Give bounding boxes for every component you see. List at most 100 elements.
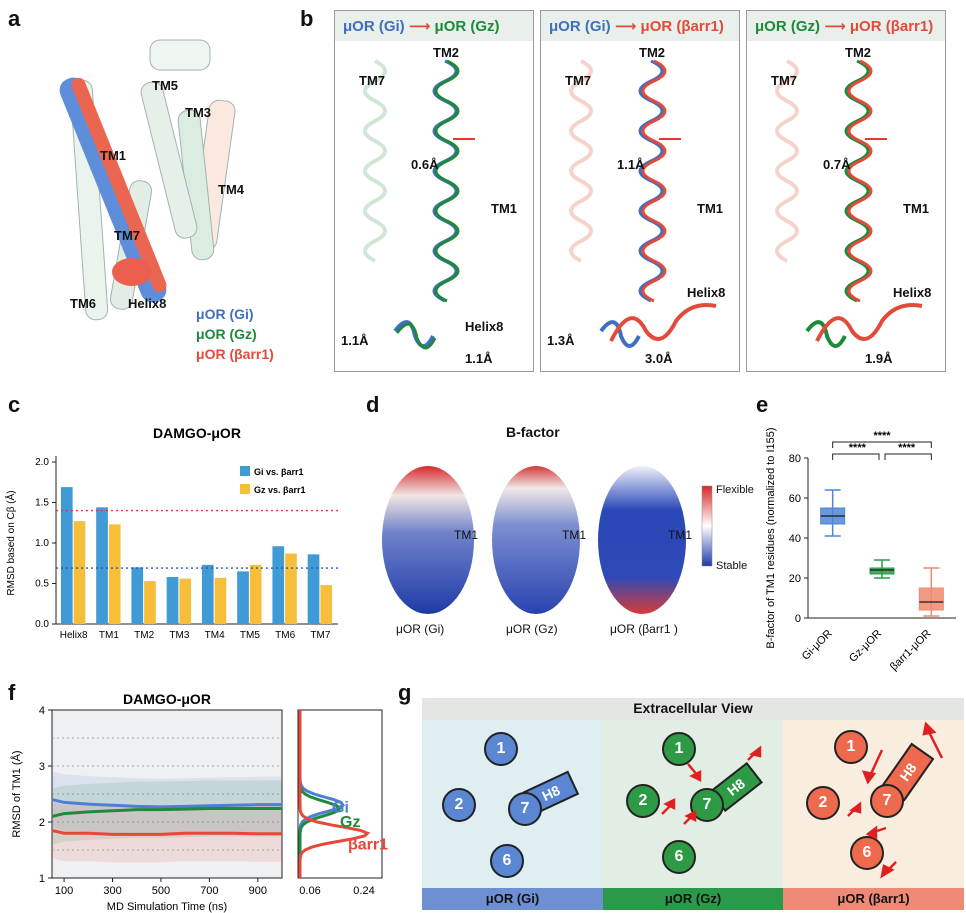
y-tick-label: 3 bbox=[39, 761, 45, 773]
g-footer-gi: μOR (Gi) bbox=[485, 891, 540, 906]
bar-0 bbox=[237, 571, 249, 624]
label-tm2: TM2 bbox=[433, 45, 459, 60]
series-line-0 bbox=[51, 798, 282, 809]
g-title: Extracellular View bbox=[633, 700, 753, 716]
arrow-icon: ⟶ bbox=[614, 18, 641, 35]
label-tm6: TM6 bbox=[70, 296, 96, 311]
y-tick-label: 60 bbox=[789, 493, 801, 505]
panel-b-header bbox=[335, 11, 533, 41]
y-tick-label: 0 bbox=[795, 613, 801, 625]
x-tick-label: 500 bbox=[152, 885, 170, 897]
helix-1-barr1: 1 bbox=[834, 730, 868, 764]
panel-b-header bbox=[541, 11, 739, 41]
panel-label-b: b bbox=[300, 6, 314, 31]
series-band-0 bbox=[52, 771, 282, 835]
bar-0 bbox=[131, 567, 144, 624]
sig-bracket bbox=[884, 453, 932, 460]
label-tm3: TM3 bbox=[185, 105, 211, 120]
density-tick-label: 0.24 bbox=[353, 885, 374, 897]
g-footer-gz: μOR (Gz) bbox=[664, 891, 722, 906]
chart-f: DAMGO-μOR 1 2 3 4 100 300 500 700 900 MD Simulatio… bbox=[10, 691, 388, 913]
panel-label-e: e bbox=[756, 392, 769, 417]
y-axis-label: RMSD based on Cβ (Å) bbox=[4, 490, 17, 595]
y-tick-label: 1.0 bbox=[35, 538, 49, 549]
y-tick-label: 1 bbox=[39, 873, 45, 885]
bar-1 bbox=[179, 578, 192, 624]
x-tick-label: TM6 bbox=[275, 630, 295, 641]
y-tick-label: 20 bbox=[789, 573, 801, 585]
helix-diagram bbox=[775, 59, 923, 348]
label-helix8: Helix8 bbox=[893, 285, 932, 300]
panel-b-gi-vs-gz: μOR (Gi) ⟶ μOR (Gz) TM7 TM2 0.6Å TM1 Hel… bbox=[334, 10, 534, 372]
dist-a: 1.3Å bbox=[547, 333, 575, 348]
x-tick-label: 700 bbox=[200, 885, 218, 897]
bar-0 bbox=[96, 507, 108, 624]
series-band-2 bbox=[52, 802, 282, 863]
bfactor-barr1-label: μOR (βarr1 ) bbox=[610, 622, 678, 636]
helix-6-gz: 6 bbox=[662, 840, 696, 874]
bfactor-gi-label: μOR (Gi) bbox=[396, 622, 445, 636]
label-tm2: TM2 bbox=[845, 45, 871, 60]
helix-7-gi: 7 bbox=[508, 792, 542, 826]
label-tm7: TM7 bbox=[565, 73, 591, 88]
title-right: μOR (βarr1) bbox=[849, 18, 934, 35]
sig-bracket bbox=[832, 453, 880, 460]
receptor-cartoon bbox=[59, 39, 236, 321]
bfactor-gz-label: μOR (Gz) bbox=[506, 622, 558, 636]
helix-1-gi: 1 bbox=[484, 732, 518, 766]
label-helix8: Helix8 bbox=[128, 296, 167, 311]
helix-2-gz: 2 bbox=[626, 784, 660, 818]
helix-6-gi: 6 bbox=[490, 844, 524, 878]
label-tm2: TM2 bbox=[639, 45, 665, 60]
label-tm5: TM5 bbox=[152, 78, 178, 93]
density-tick-label: 0.06 bbox=[299, 885, 320, 897]
helix-2-gi: 2 bbox=[442, 788, 476, 822]
legend-gi: μOR (Gi) bbox=[196, 306, 254, 322]
panel-b-header bbox=[747, 11, 945, 41]
bfactor-structures bbox=[382, 466, 713, 614]
series-label: Gz bbox=[340, 814, 360, 831]
helix-2-barr1: 2 bbox=[806, 786, 840, 820]
x-tick-label: Gi-μOR bbox=[800, 628, 835, 663]
bar-1 bbox=[108, 524, 121, 624]
panel-label-c: c bbox=[8, 392, 21, 417]
legend-gz: μOR (Gz) bbox=[196, 326, 257, 342]
legend-swatch bbox=[240, 484, 250, 494]
title-left: μOR (Gz) bbox=[755, 18, 821, 35]
label-helix8: Helix8 bbox=[687, 285, 726, 300]
y-tick-label: 80 bbox=[789, 453, 801, 465]
bar-1 bbox=[249, 564, 262, 624]
dist-mid: 0.6Å bbox=[411, 157, 439, 172]
helix-6-barr1: 6 bbox=[850, 836, 884, 870]
bar-1 bbox=[285, 553, 297, 624]
title-left: μOR (Gi) bbox=[343, 18, 405, 35]
x-tick-label: Helix8 bbox=[60, 630, 88, 641]
x-tick-label: TM1 bbox=[99, 630, 119, 641]
bar-1 bbox=[73, 521, 86, 624]
bar-0 bbox=[60, 487, 73, 624]
label-tm7: TM7 bbox=[114, 228, 140, 243]
x-tick-label: TM3 bbox=[169, 630, 189, 641]
g-header-bar bbox=[422, 698, 964, 720]
g-footer-barr1-bg bbox=[783, 888, 964, 910]
bfactor-title: B-factor bbox=[506, 424, 560, 440]
box bbox=[918, 587, 944, 611]
g-footer-gi-bg bbox=[422, 888, 603, 910]
label-tm1: TM1 bbox=[903, 201, 929, 216]
x-tick-label: Gz-μOR bbox=[847, 628, 884, 665]
g-arrows bbox=[661, 721, 944, 879]
color-scale-bar bbox=[701, 485, 713, 567]
legend-swatch bbox=[240, 466, 250, 476]
arrow-icon: ⟶ bbox=[408, 18, 435, 35]
panel-label-f: f bbox=[8, 680, 16, 705]
x-tick-label: βarr1-μOR bbox=[888, 628, 934, 674]
x-tick-label: 900 bbox=[249, 885, 267, 897]
bar-1 bbox=[144, 581, 156, 624]
label-tm4: TM4 bbox=[218, 182, 244, 197]
y-tick-label: 2 bbox=[39, 817, 45, 829]
panel-label-d: d bbox=[366, 392, 380, 417]
x-tick-label: TM2 bbox=[134, 630, 154, 641]
g-footer-barr1: μOR (βarr1) bbox=[837, 891, 910, 906]
bar-1 bbox=[320, 585, 333, 624]
label-helix8: Helix8 bbox=[465, 319, 504, 334]
